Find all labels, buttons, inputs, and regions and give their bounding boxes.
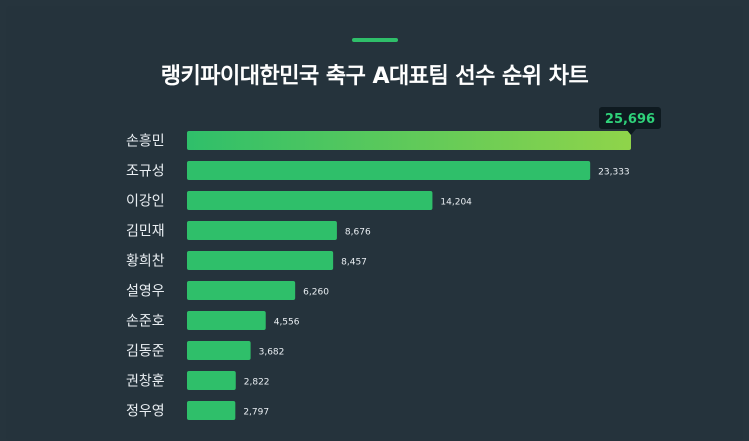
value-label: 4,556 — [274, 318, 300, 328]
bar[interactable] — [187, 191, 433, 210]
category-label: 손준호 — [126, 314, 165, 330]
category-label: 권창훈 — [126, 374, 165, 390]
value-label: 6,260 — [303, 288, 329, 298]
tooltip-pointer — [626, 129, 636, 135]
bar[interactable] — [187, 251, 334, 270]
bar[interactable] — [187, 221, 337, 240]
category-label: 이강인 — [126, 194, 165, 210]
bar[interactable] — [187, 281, 296, 300]
value-label: 2,822 — [244, 378, 270, 388]
bar[interactable] — [187, 341, 251, 360]
chart-card — [6, 6, 743, 441]
bar[interactable] — [187, 161, 591, 180]
category-label: 설영우 — [126, 284, 165, 300]
category-label: 김동준 — [126, 344, 165, 360]
value-label: 23,333 — [598, 168, 630, 178]
bar[interactable] — [187, 131, 631, 150]
value-label: 2,797 — [243, 408, 269, 418]
value-tooltip — [599, 107, 661, 129]
category-label: 조규성 — [126, 164, 165, 180]
category-label: 황희찬 — [126, 254, 165, 270]
category-label: 손흥민 — [126, 134, 165, 150]
value-label: 8,676 — [345, 228, 371, 238]
bar[interactable] — [187, 401, 236, 420]
bar[interactable] — [187, 311, 266, 330]
chart-title: 랭키파이대한민국 축구 A대표팀 선수 순위 차트 — [160, 64, 589, 89]
category-label: 정우영 — [126, 404, 165, 420]
category-label: 김민재 — [126, 224, 165, 240]
value-label: 8,457 — [341, 258, 367, 268]
value-label: 25,696 — [605, 112, 655, 127]
bar[interactable] — [187, 371, 236, 390]
value-label: 14,204 — [440, 198, 472, 208]
value-label: 3,682 — [259, 348, 285, 358]
title-accent-bar — [352, 38, 398, 42]
